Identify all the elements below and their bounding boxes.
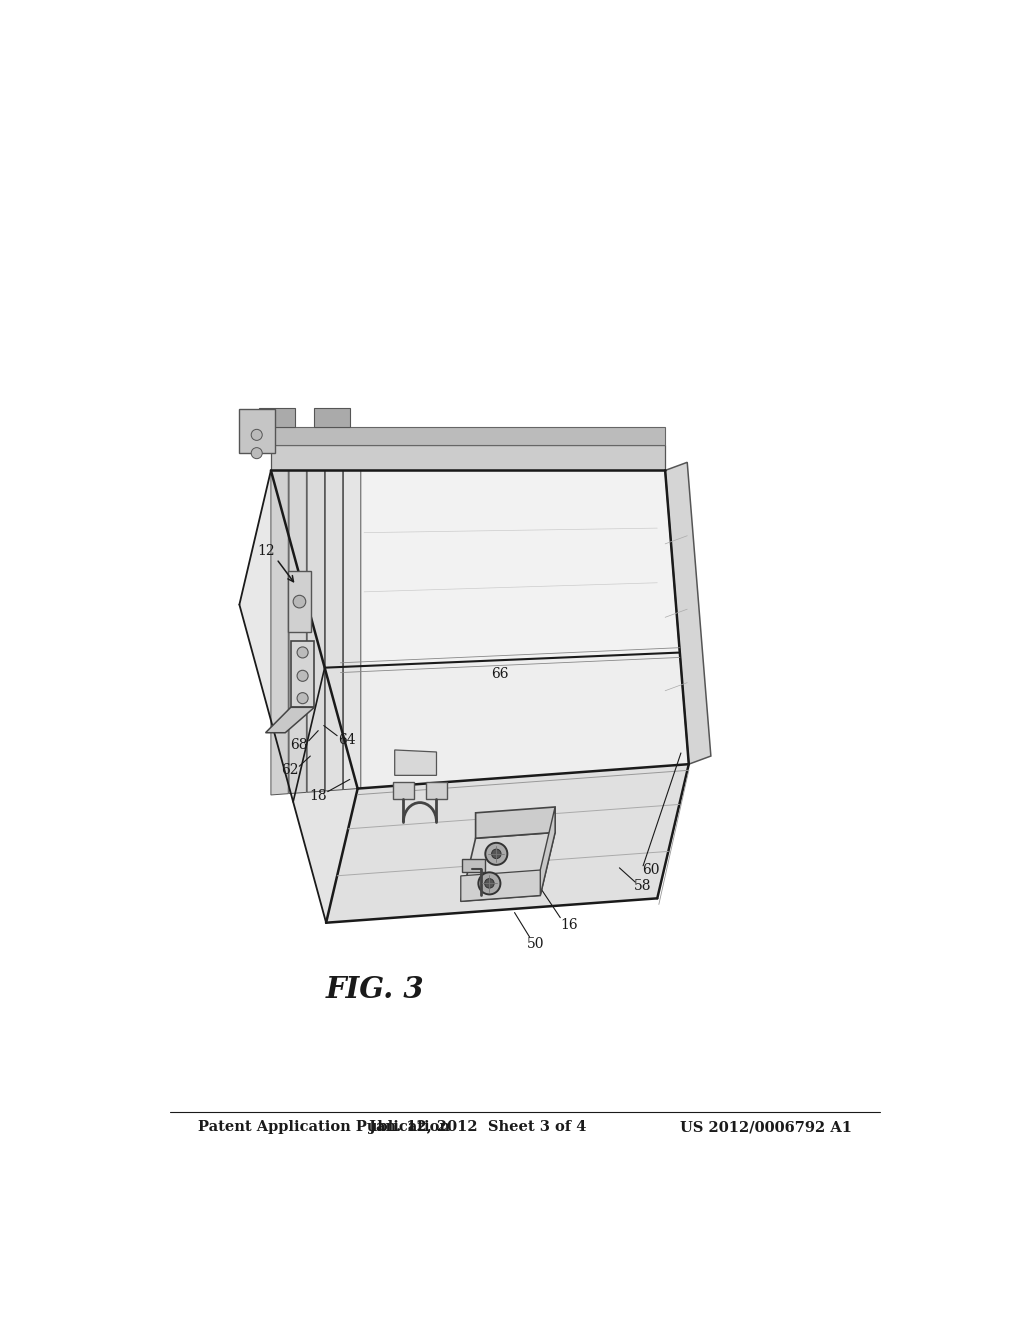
Circle shape xyxy=(297,647,308,657)
Text: US 2012/0006792 A1: US 2012/0006792 A1 xyxy=(680,1121,852,1134)
Text: 60: 60 xyxy=(642,863,659,876)
Text: 16: 16 xyxy=(560,917,578,932)
Polygon shape xyxy=(666,462,711,764)
Polygon shape xyxy=(271,470,289,795)
Circle shape xyxy=(478,873,501,895)
Circle shape xyxy=(251,429,262,441)
Circle shape xyxy=(297,671,308,681)
Polygon shape xyxy=(259,408,295,426)
Polygon shape xyxy=(393,783,414,799)
Text: FIG. 3: FIG. 3 xyxy=(326,975,424,1005)
Text: Jan. 12, 2012  Sheet 3 of 4: Jan. 12, 2012 Sheet 3 of 4 xyxy=(369,1121,586,1134)
Polygon shape xyxy=(475,807,555,838)
Polygon shape xyxy=(325,652,689,788)
Polygon shape xyxy=(462,859,485,871)
Polygon shape xyxy=(326,764,689,923)
Text: 58: 58 xyxy=(634,879,652,894)
Polygon shape xyxy=(240,470,325,801)
Polygon shape xyxy=(461,833,555,902)
Polygon shape xyxy=(426,783,446,799)
Polygon shape xyxy=(541,807,555,895)
Circle shape xyxy=(297,693,308,704)
Circle shape xyxy=(251,447,262,458)
Text: 66: 66 xyxy=(490,667,508,681)
Polygon shape xyxy=(289,470,306,793)
Circle shape xyxy=(484,879,495,888)
Circle shape xyxy=(293,595,306,609)
Text: 12: 12 xyxy=(257,544,275,558)
Polygon shape xyxy=(326,470,343,791)
Polygon shape xyxy=(271,445,666,470)
Polygon shape xyxy=(271,426,666,445)
Text: 50: 50 xyxy=(527,937,545,952)
Polygon shape xyxy=(240,409,274,453)
Text: 18: 18 xyxy=(309,788,327,803)
Polygon shape xyxy=(271,470,680,668)
Text: 62: 62 xyxy=(281,763,299,777)
Circle shape xyxy=(492,849,501,858)
Polygon shape xyxy=(288,572,311,632)
Polygon shape xyxy=(314,408,350,426)
Polygon shape xyxy=(394,750,436,775)
Polygon shape xyxy=(461,870,541,902)
Text: 64: 64 xyxy=(338,733,355,747)
Polygon shape xyxy=(343,470,360,789)
Text: 68: 68 xyxy=(291,738,308,752)
Text: Patent Application Publication: Patent Application Publication xyxy=(198,1121,450,1134)
Polygon shape xyxy=(293,668,357,923)
Polygon shape xyxy=(291,642,314,708)
Circle shape xyxy=(485,843,507,865)
Polygon shape xyxy=(265,708,314,733)
Polygon shape xyxy=(307,470,325,792)
